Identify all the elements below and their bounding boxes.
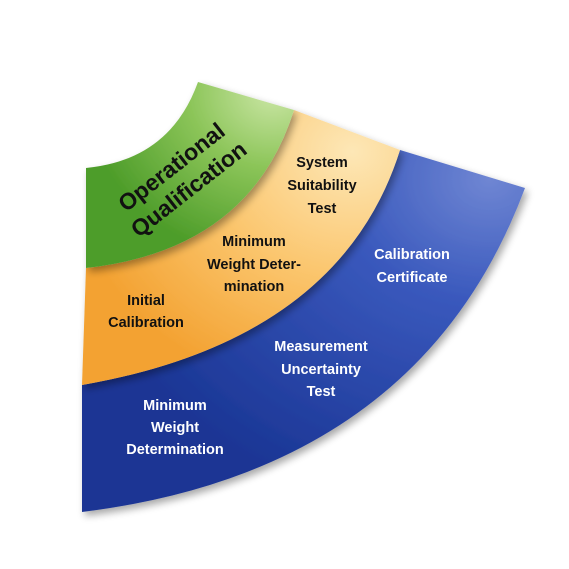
sst-line-3: Test	[308, 201, 337, 217]
mwd-mid-line-1: Minimum	[222, 234, 286, 250]
calibration-certificate-label: Calibration Certificate	[374, 247, 450, 286]
cc-line-2: Certificate	[377, 270, 448, 286]
measurement-uncertainty-test-label: Measurement Uncertainty Test	[274, 339, 368, 400]
mut-line-2: Uncertainty	[281, 362, 361, 378]
initial-calibration-label: Initial Calibration	[108, 293, 184, 331]
mwd-mid-line-2: Weight Deter-	[207, 257, 301, 273]
minimum-weight-determination-outer-label: Minimum Weight Determination	[126, 398, 224, 458]
mwd-mid-line-3: mination	[224, 279, 284, 295]
mut-line-1: Measurement	[274, 339, 368, 355]
outer-band	[82, 150, 525, 512]
ic-line-2: Calibration	[108, 315, 184, 331]
sst-line-2: Suitability	[287, 178, 356, 194]
mwd-out-line-3: Determination	[126, 442, 224, 458]
mwd-out-line-1: Minimum	[143, 398, 207, 414]
inner-band	[86, 82, 294, 268]
middle-band	[82, 110, 400, 385]
minimum-weight-determination-middle-label: Minimum Weight Deter- mination	[207, 234, 301, 295]
mut-line-3: Test	[307, 384, 336, 400]
mwd-out-line-2: Weight	[151, 420, 199, 436]
ic-line-1: Initial	[127, 293, 165, 309]
cc-line-1: Calibration	[374, 247, 450, 263]
system-suitability-test-label: System Suitability Test	[287, 155, 356, 217]
sst-line-1: System	[296, 155, 348, 171]
